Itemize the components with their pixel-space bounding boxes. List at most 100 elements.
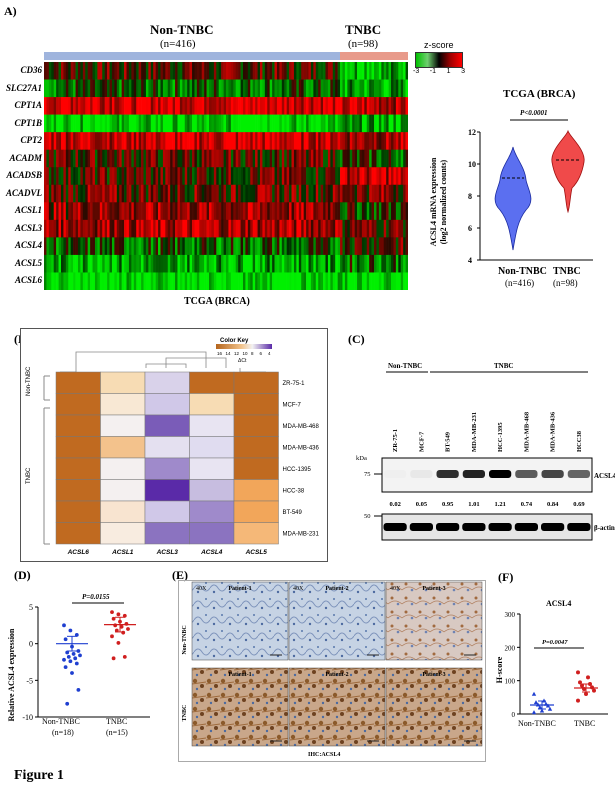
heatmap-cell [250, 114, 253, 133]
d-point [116, 612, 121, 617]
heatmap-cell [94, 219, 98, 238]
heatmap-cell [315, 272, 319, 290]
heatmap-cell [70, 132, 74, 150]
heatmap-cell [68, 62, 71, 80]
heatmap-cell [53, 237, 57, 256]
heatmap-cell [342, 62, 346, 80]
heatmap-cell [221, 79, 224, 98]
heatmap-cell [325, 167, 329, 186]
tnbc-group-bar [340, 52, 408, 60]
heatmap-cell [298, 167, 302, 186]
heatmap-cell [378, 97, 382, 115]
heatmap-cell [318, 79, 321, 98]
heatmap-footer: TCGA (BRCA) [184, 296, 250, 307]
heatmap-cell [374, 62, 377, 80]
heatmap-cell [148, 149, 152, 168]
heatmap-cell [114, 254, 118, 273]
heatmap-cell [323, 184, 326, 203]
heatmap-cell [187, 149, 190, 168]
heatmap-cell [289, 184, 292, 203]
heatmap-cell [75, 254, 79, 273]
heatmap-cell [201, 149, 205, 168]
heatmap-cell [354, 272, 358, 290]
heatmap-cell [269, 272, 273, 290]
heatmap-cell [259, 184, 263, 203]
heatmap-cell [250, 97, 253, 115]
heatmap-cell [77, 97, 81, 115]
ihc-patient-label: Patient-2 [325, 672, 348, 678]
heatmap-cell [388, 97, 392, 115]
heatmap-cell [73, 79, 76, 98]
heatmap-cell [337, 219, 341, 238]
heatmap-cell [233, 184, 237, 203]
heatmap-cell [381, 132, 385, 150]
heatmap-cell [63, 149, 67, 168]
qpcr-cell [189, 479, 235, 502]
heatmap-cell [48, 114, 52, 133]
panel-c-label: (C) [348, 332, 365, 346]
heatmap-cell [310, 132, 314, 150]
heatmap-cell [46, 132, 50, 150]
heatmap-cell [204, 254, 207, 273]
heatmap-cell [279, 184, 283, 203]
heatmap-cell [342, 219, 346, 238]
heatmap-cell [242, 202, 246, 221]
heatmap-cell [291, 237, 295, 256]
heatmap-cell [119, 237, 122, 256]
heatmap-cell [247, 272, 251, 290]
heatmap-cell [293, 202, 297, 221]
heatmap-cell [250, 132, 253, 150]
heatmap-cell [376, 149, 380, 168]
qpcr-row-label: HCC-38 [283, 488, 305, 494]
heatmap-cell [342, 254, 346, 273]
heatmap-cell [226, 254, 229, 273]
heatmap-cell [269, 219, 273, 238]
heatmap-cell [301, 62, 304, 80]
heatmap-cell [121, 62, 125, 80]
heatmap-cell [310, 167, 314, 186]
heatmap-cell [398, 219, 402, 238]
heatmap-cell [82, 219, 86, 238]
heatmap-cell [269, 97, 273, 115]
heatmap-cell [318, 254, 321, 273]
heatmap-cell [44, 184, 47, 203]
heatmap-cell [313, 114, 317, 133]
heatmap-cell [184, 97, 188, 115]
heatmap-cell [126, 79, 130, 98]
violin-ylabel-2: (log2 normalized counts) [439, 159, 448, 244]
heatmap-cell [218, 237, 222, 256]
heatmap-cell [162, 167, 166, 186]
heatmap-cell [158, 79, 161, 98]
heatmap-cell [175, 272, 178, 290]
heatmap-cell [167, 272, 171, 290]
heatmap-cell [364, 114, 368, 133]
heatmap-cell [255, 79, 258, 98]
heatmap-cell [206, 237, 210, 256]
heatmap-cell [269, 167, 273, 186]
qpcr-row-label: MCF-7 [283, 402, 302, 408]
heatmap-cell [298, 114, 302, 133]
heatmap-cell [242, 167, 246, 186]
heatmap-cell [226, 132, 229, 150]
heatmap-cell [284, 62, 287, 80]
qpcr-cell [100, 457, 146, 480]
heatmap-cell [141, 184, 144, 203]
heatmap-cell [262, 114, 266, 133]
heatmap-cell [126, 184, 130, 203]
heatmap-cell [347, 97, 351, 115]
heatmap-cell [378, 79, 382, 98]
heatmap-cell [155, 97, 159, 115]
panel-d-label: (D) [14, 568, 31, 582]
heatmap-cell [347, 167, 351, 186]
heatmap-cell [381, 79, 385, 98]
heatmap-cell [165, 272, 169, 290]
heatmap-cell [126, 114, 130, 133]
heatmap-cell [364, 272, 368, 290]
heatmap-cell [376, 237, 380, 256]
acsl4-band [410, 470, 433, 478]
heatmap-cell [359, 272, 363, 290]
heatmap-cell [240, 97, 244, 115]
heatmap-cell [221, 184, 224, 203]
heatmap-cell [371, 272, 375, 290]
heatmap-cell [179, 184, 183, 203]
